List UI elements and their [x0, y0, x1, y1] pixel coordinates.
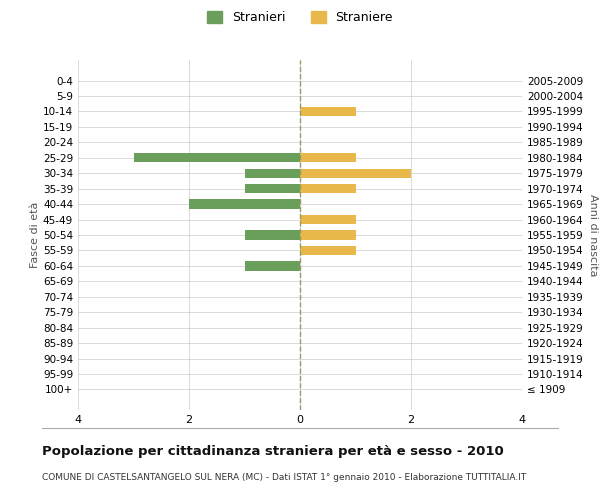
Y-axis label: Anni di nascita: Anni di nascita [587, 194, 598, 276]
Bar [245, 262, 300, 270]
Y-axis label: Fasce di età: Fasce di età [30, 202, 40, 268]
Bar [300, 107, 356, 116]
Bar [133, 153, 300, 162]
Bar [300, 184, 356, 194]
Text: Popolazione per cittadinanza straniera per età e sesso - 2010: Popolazione per cittadinanza straniera p… [42, 445, 504, 458]
Bar [245, 184, 300, 194]
Bar [300, 246, 356, 255]
Legend: Stranieri, Straniere: Stranieri, Straniere [202, 6, 398, 29]
Bar [300, 153, 356, 162]
Bar [245, 168, 300, 178]
Bar [245, 230, 300, 239]
Bar [300, 168, 411, 178]
Bar [300, 230, 356, 239]
Text: COMUNE DI CASTELSANTANGELO SUL NERA (MC) - Dati ISTAT 1° gennaio 2010 - Elaboraz: COMUNE DI CASTELSANTANGELO SUL NERA (MC)… [42, 472, 526, 482]
Bar [300, 215, 356, 224]
Bar [189, 200, 300, 208]
